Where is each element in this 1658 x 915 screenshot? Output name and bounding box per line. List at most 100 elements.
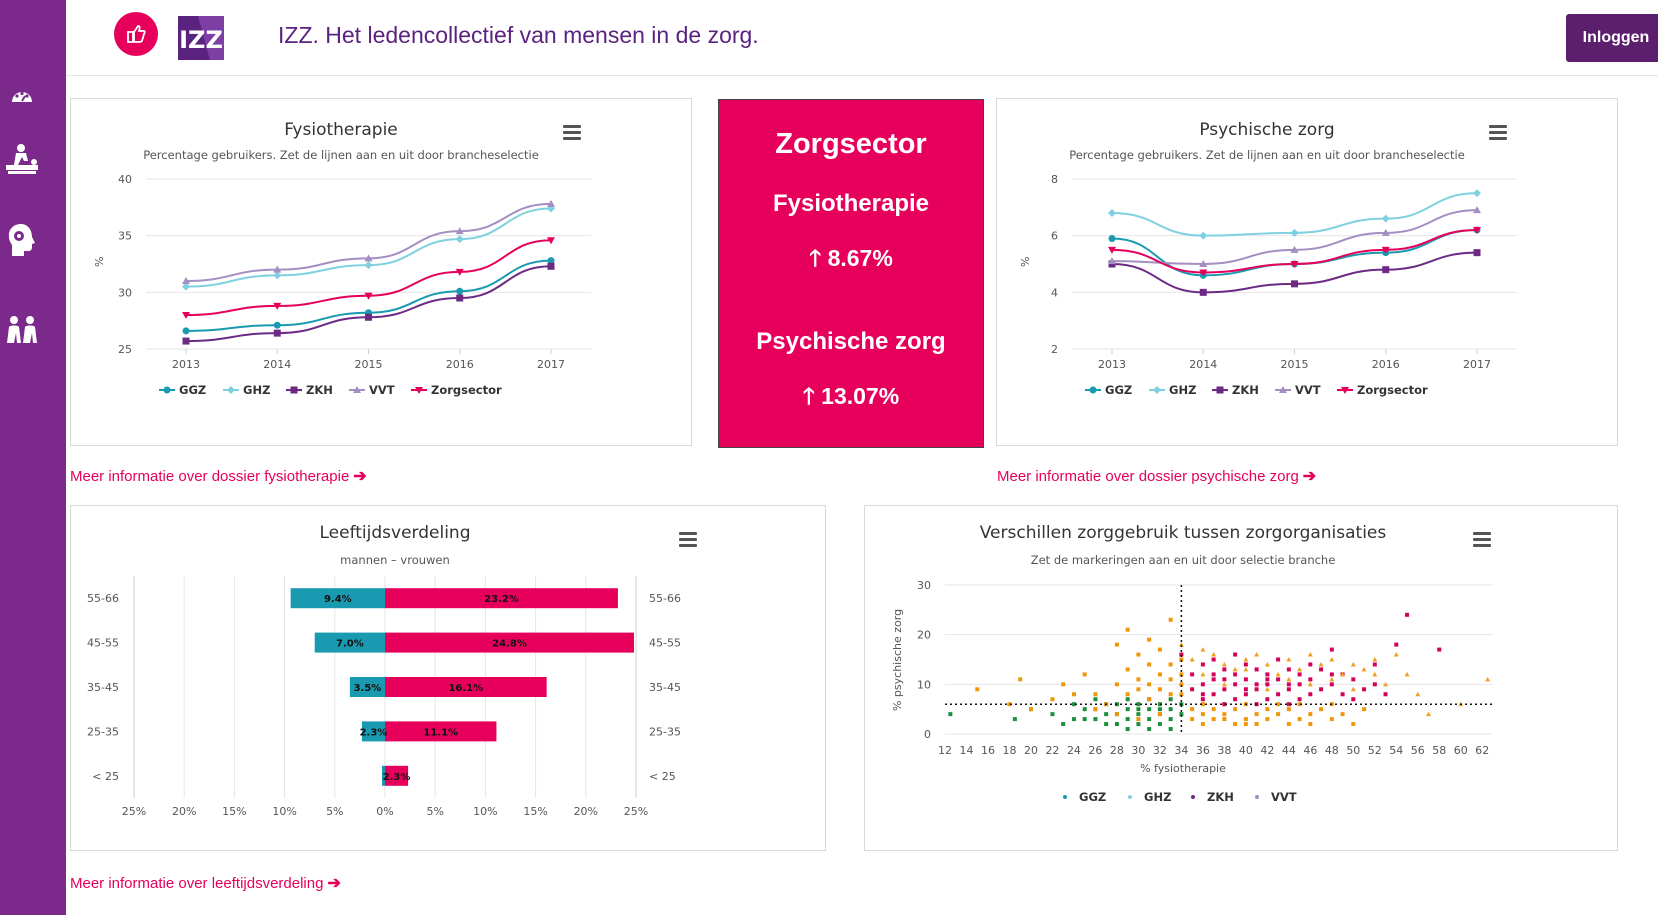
dashboard-icon[interactable]: [0, 76, 44, 116]
chart-menu-icon[interactable]: [679, 532, 697, 547]
x-tick-label: 2016: [1372, 358, 1400, 371]
scatter-point-ghz: [1200, 712, 1205, 717]
scatter-point-ggz: [1050, 712, 1055, 717]
scatter-point-ghz: [1211, 717, 1216, 722]
scatter-point-ghz: [1211, 707, 1216, 712]
category-label-left: 25-35: [87, 725, 119, 738]
scatter-point-zkh: [1243, 687, 1248, 692]
data-point-vvt: [273, 265, 282, 273]
x-axis-label: % fysiotherapie: [1140, 762, 1226, 775]
legend-marker: [1279, 386, 1287, 393]
physiotherapy-icon[interactable]: [0, 140, 44, 180]
x-tick-label: 5%: [326, 805, 343, 818]
leeftijd-more-link[interactable]: Meer informatie over leeftijdsverdeling ➔: [70, 873, 341, 893]
data-point-ghz: [1381, 214, 1390, 223]
scatter-point-ghz: [1157, 712, 1162, 717]
chart-menu-icon[interactable]: [1473, 532, 1491, 547]
people-icon[interactable]: [0, 310, 44, 350]
zorgsector-card: Zorgsector Fysiotherapie 🡑 8.67% Psychis…: [718, 99, 984, 448]
scatter-point-zkh: [1222, 687, 1227, 692]
chart-subtitle: mannen – vrouwen: [340, 553, 450, 567]
scatter-point-zkh: [1233, 672, 1238, 677]
scatter-point-ghz: [1243, 722, 1248, 727]
x-tick-label: 10%: [272, 805, 296, 818]
scatter-point-zkh: [1211, 672, 1216, 677]
scatter-point-vvt: [1307, 681, 1313, 687]
scatter-point-vvt: [1361, 666, 1367, 672]
arrow-right-icon: ➔: [353, 468, 367, 485]
izz-logo[interactable]: IZZ: [178, 16, 224, 60]
fysio-change-value: 8.67%: [827, 245, 893, 271]
scatter-point-ggz: [1093, 717, 1098, 722]
scatter-point-zkh: [1200, 692, 1205, 697]
leeftijd-chart-card: Leeftijdsverdeling mannen – vrouwen 25% 20%…: [70, 505, 826, 851]
scatter-point-ggz: [1082, 717, 1087, 722]
legend-label-zkh: ZKH: [1232, 383, 1259, 397]
scatter-point-ggz: [1157, 702, 1162, 707]
scatter-point-ghz: [1276, 712, 1281, 717]
data-point-zorgsector: [1473, 227, 1481, 234]
fysio-more-link[interactable]: Meer informatie over dossier fysiotherap…: [70, 466, 367, 486]
legend-marker: [1089, 386, 1097, 394]
bar-mannen: [349, 677, 385, 697]
scatter-point-vvt: [1211, 652, 1217, 657]
scatter-point-zkh: [1265, 697, 1270, 702]
data-point-ggz: [1108, 235, 1116, 242]
scatter-point-zkh: [1308, 677, 1313, 682]
scatter-point-ghz: [1179, 672, 1184, 677]
arrow-up-icon: 🡑: [802, 383, 815, 409]
x-tick-label: 20%: [172, 805, 196, 818]
scatter-point-vvt: [1286, 657, 1292, 662]
scatter-point-ghz: [1233, 707, 1238, 712]
legend-label-zkh: ZKH: [1207, 790, 1234, 804]
mind-icon[interactable]: [0, 220, 44, 260]
scatter-point-ghz: [1157, 687, 1162, 692]
x-tick-label: 18: [1002, 744, 1016, 757]
scatter-point-ggz: [1136, 702, 1141, 707]
x-tick-label: 24: [1067, 744, 1081, 757]
scatter-point-zkh: [1319, 667, 1324, 672]
share-button[interactable]: [114, 12, 158, 56]
data-point-ggz: [273, 321, 281, 329]
scatter-point-ghz: [1168, 677, 1173, 682]
data-point-zorgsector: [547, 237, 555, 245]
fysio-change: 🡑 8.67%: [719, 242, 983, 281]
login-button[interactable]: Inloggen: [1566, 14, 1658, 62]
bar-mannen: [381, 765, 385, 786]
scatter-point-vvt: [1275, 671, 1281, 677]
arrow-right-icon: ➔: [1302, 468, 1317, 485]
scatter-point-ggz: [1136, 707, 1141, 712]
scatter-point-ggz: [1012, 717, 1017, 722]
scatter-point-ghz: [1351, 722, 1356, 727]
scatter-point-ghz: [1297, 702, 1302, 707]
data-point-zorgsector: [364, 292, 373, 300]
x-tick-label: 32: [1153, 744, 1167, 757]
data-point-ghz: [273, 271, 282, 280]
data-point-zorgsector: [1290, 261, 1299, 268]
scatter-point-ggz: [1168, 697, 1173, 702]
scatter-point-zkh: [1329, 672, 1334, 677]
chart-menu-icon[interactable]: [1489, 125, 1507, 140]
x-tick-label: 25%: [122, 805, 146, 818]
scatter-point-ghz: [1136, 652, 1141, 657]
chart-title: Leeftijdsverdeling: [319, 523, 470, 543]
psych-chart-card: Psychische zorg Percentage gebruikers. Ze…: [996, 98, 1618, 446]
scatter-point-zkh: [1297, 672, 1302, 677]
y-tick-label: 30: [917, 579, 931, 592]
scatter-point-ghz: [1157, 647, 1162, 652]
y-tick-label: 30: [118, 286, 132, 299]
y-tick-label: 40: [118, 173, 132, 186]
scatter-point-ghz: [1286, 722, 1291, 727]
chart-subtitle: Zet de markeringen aan en uit door selec…: [1031, 553, 1336, 567]
scatter-point-zkh: [1265, 677, 1270, 682]
x-tick-label: 48: [1325, 744, 1339, 757]
scatter-point-ghz: [1243, 717, 1248, 722]
legend-label-ghz: GHZ: [1144, 790, 1171, 804]
scatter-point-ggz: [948, 712, 953, 717]
brand-name: IZZ.: [278, 22, 319, 48]
psych-more-link[interactable]: Meer informatie over dossier psychische …: [997, 466, 1316, 486]
scatter-point-zkh: [1254, 687, 1259, 692]
chart-menu-icon[interactable]: [563, 125, 581, 140]
scatter-point-ghz: [1093, 692, 1098, 697]
scatter-point-ghz: [1222, 712, 1227, 717]
